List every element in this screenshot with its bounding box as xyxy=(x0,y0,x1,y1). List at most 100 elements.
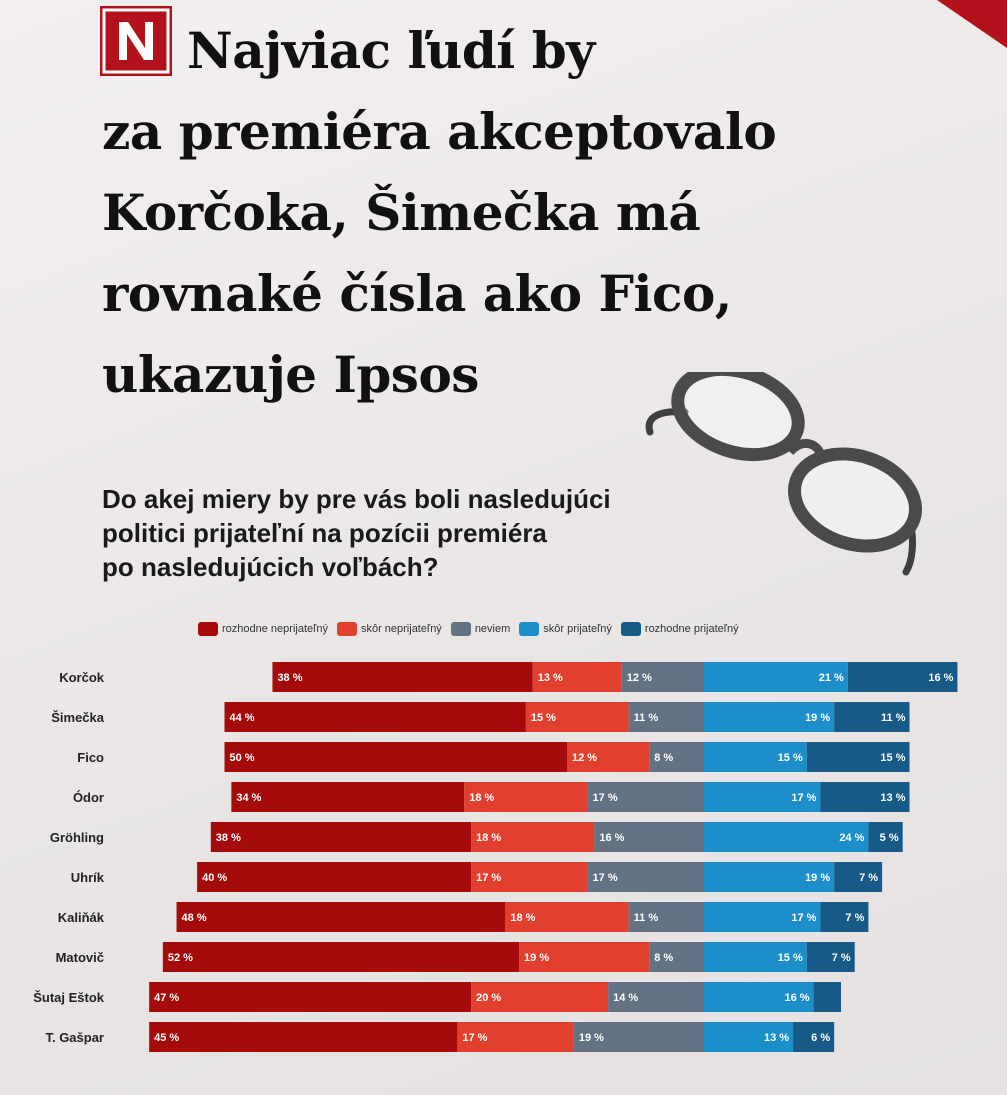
data-label: 11 % xyxy=(881,712,906,724)
corner-accent xyxy=(937,0,1007,48)
data-label: 16 % xyxy=(928,672,953,684)
legend-item-rozhodne-neprijatelny: rozhodne neprijateľný xyxy=(198,622,328,636)
data-label: 15 % xyxy=(778,952,803,964)
bar-segment xyxy=(594,822,704,852)
chart-question: Do akej miery by pre vás boli nasledujúc… xyxy=(102,482,702,584)
legend-label: skôr prijateľný xyxy=(543,623,612,635)
bar-segment xyxy=(573,1022,704,1052)
data-label: 24 % xyxy=(839,832,864,844)
legend-item-neviem: neviem xyxy=(450,622,511,636)
chart-legend: rozhodne neprijateľný skôr neprijateľný … xyxy=(198,618,748,640)
bar-segment xyxy=(793,1022,835,1052)
data-label: 38 % xyxy=(277,672,302,684)
data-label: 52 % xyxy=(168,952,193,964)
bar-segment xyxy=(834,702,910,732)
bar-segment xyxy=(834,862,883,892)
headline-line-3: Korčoka, Šimečka má xyxy=(102,183,701,242)
bar-segment xyxy=(272,662,533,692)
legend-item-skor-neprijatelny: skôr neprijateľný xyxy=(336,622,442,636)
category-label: Gröhling xyxy=(50,830,104,845)
bar-segment xyxy=(224,742,567,772)
bar-segment xyxy=(704,822,869,852)
data-label: 34 % xyxy=(236,792,261,804)
bar-segment xyxy=(525,702,629,732)
legend-label: rozhodne neprijateľný xyxy=(222,623,328,635)
category-label: Fico xyxy=(77,750,104,765)
category-label: T. Gašpar xyxy=(45,1030,104,1045)
legend-swatch xyxy=(336,622,357,636)
data-label: 45 % xyxy=(154,1032,179,1044)
data-label: 5 % xyxy=(880,832,899,844)
data-label: 17 % xyxy=(476,872,501,884)
data-label: 50 % xyxy=(230,752,255,764)
bar-segment xyxy=(457,1022,574,1052)
bar-segment xyxy=(704,702,835,732)
question-line-2: politici prijateľní na pozícii premiéra xyxy=(102,518,547,548)
bar-segment xyxy=(224,702,526,732)
bar-segment xyxy=(210,822,472,852)
headline-line-2: za premiéra akceptovalo xyxy=(102,102,777,161)
question-line-1: Do akej miery by pre vás boli nasledujúc… xyxy=(102,484,611,514)
legend-label: neviem xyxy=(474,623,511,635)
bar-segment xyxy=(621,662,704,692)
data-label: 38 % xyxy=(216,832,241,844)
category-label: Matovič xyxy=(56,950,104,965)
bar-segment xyxy=(162,942,520,972)
data-label: 7 % xyxy=(832,952,851,964)
bar-segment xyxy=(704,742,807,772)
data-label: 17 % xyxy=(462,1032,487,1044)
data-label: 40 % xyxy=(202,872,227,884)
category-label: Šutaj Eštok xyxy=(33,990,105,1005)
data-label: 11 % xyxy=(634,712,659,724)
bar-segment xyxy=(532,662,622,692)
data-label: 19 % xyxy=(524,952,549,964)
headline-line-1: Najviac ľudí by xyxy=(187,21,595,80)
bar-segment xyxy=(628,702,704,732)
data-label: 18 % xyxy=(469,792,494,804)
bar-segment xyxy=(649,742,704,772)
bar-segment xyxy=(813,982,841,1012)
bar-segment xyxy=(519,942,650,972)
data-label: 18 % xyxy=(510,912,535,924)
data-label: 17 % xyxy=(791,912,816,924)
category-label: Ódor xyxy=(73,790,104,805)
category-label: Uhrík xyxy=(71,870,105,885)
data-label: 17 % xyxy=(791,792,816,804)
data-label: 44 % xyxy=(230,712,255,724)
bar-segment xyxy=(820,782,910,812)
bar-segment xyxy=(806,742,910,772)
legend-label: rozhodne prijateľný xyxy=(644,623,739,635)
bar-segment xyxy=(704,862,835,892)
data-label: 20 % xyxy=(476,992,501,1004)
bar-segment xyxy=(608,982,704,1012)
data-label: 7 % xyxy=(845,912,864,924)
bar-segment xyxy=(197,862,472,892)
data-label: 12 % xyxy=(572,752,597,764)
data-label: 16 % xyxy=(785,992,810,1004)
bar-segment xyxy=(868,822,903,852)
bar-segment xyxy=(149,982,472,1012)
legend-swatch xyxy=(519,622,540,636)
bar-segment xyxy=(704,942,807,972)
category-label: Kaliňák xyxy=(58,910,105,925)
category-label: Šimečka xyxy=(51,710,105,725)
data-label: 8 % xyxy=(654,752,673,764)
data-label: 13 % xyxy=(538,672,563,684)
data-label: 13 % xyxy=(880,792,905,804)
diverging-bar-chart: Korčok 38 % 13 % 12 % 21 % 16 % Šimečka 44 % 15 … xyxy=(33,662,958,1052)
headline: Najviac ľudí by za premiéra akceptovalo … xyxy=(102,10,902,415)
bar-segment xyxy=(704,782,821,812)
legend-item-rozhodne-prijatelny: rozhodne prijateľný xyxy=(620,622,739,636)
bar-segment xyxy=(649,942,704,972)
category-label: Korčok xyxy=(59,670,105,685)
bar-segment xyxy=(149,1022,458,1052)
legend-swatch xyxy=(450,622,471,636)
bar-segment xyxy=(505,902,629,932)
bar-segment xyxy=(587,862,704,892)
bar-segment xyxy=(704,1022,794,1052)
bar-segment xyxy=(628,902,704,932)
glasses-icon xyxy=(645,372,923,576)
headline-line-4: rovnaké čísla ako Fico, xyxy=(102,264,732,323)
data-label: 15 % xyxy=(778,752,803,764)
bar-segment xyxy=(704,902,821,932)
